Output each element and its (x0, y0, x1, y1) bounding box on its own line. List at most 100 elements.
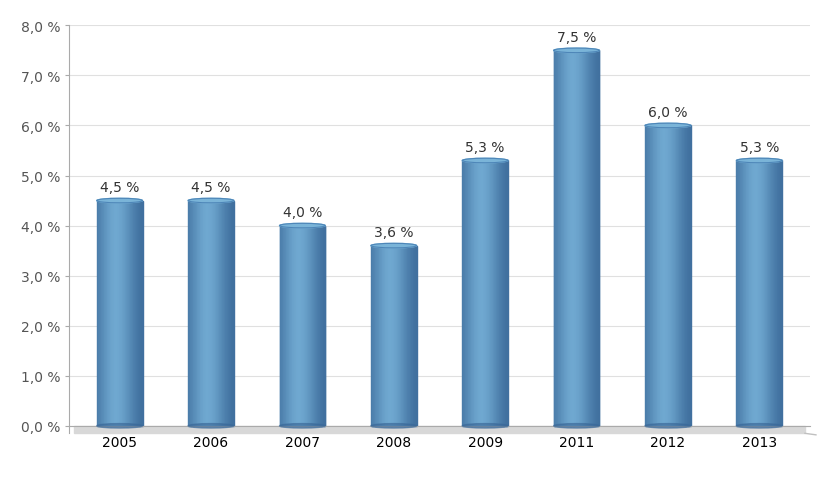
Bar (283, 226, 284, 426)
Bar (757, 161, 758, 426)
Text: 4,5 %: 4,5 % (100, 181, 140, 195)
Text: 7,5 %: 7,5 % (557, 31, 596, 45)
Bar (679, 126, 680, 426)
Bar (759, 161, 760, 426)
Bar (586, 51, 587, 426)
Bar (553, 51, 554, 426)
Bar (573, 51, 574, 426)
Bar (132, 201, 133, 426)
Ellipse shape (371, 244, 416, 248)
Bar (770, 161, 771, 426)
Bar (192, 201, 193, 426)
Bar (293, 226, 294, 426)
Bar (287, 226, 288, 426)
Bar (297, 226, 298, 426)
Bar (224, 201, 225, 426)
Bar (388, 246, 389, 426)
Bar (207, 201, 208, 426)
Bar (466, 161, 467, 426)
Bar (137, 201, 138, 426)
Bar (559, 51, 560, 426)
Bar (323, 226, 324, 426)
Ellipse shape (737, 159, 782, 163)
Bar (497, 161, 498, 426)
Bar (578, 51, 579, 426)
Bar (689, 126, 690, 426)
Bar (378, 246, 379, 426)
Bar (212, 201, 213, 426)
Bar (316, 226, 317, 426)
Text: 5,3 %: 5,3 % (466, 141, 505, 155)
Bar (199, 201, 200, 426)
Bar (566, 51, 567, 426)
Ellipse shape (553, 49, 599, 53)
Bar (209, 201, 210, 426)
Bar (778, 161, 779, 426)
Bar (740, 161, 741, 426)
Bar (99, 201, 100, 426)
Bar (581, 51, 582, 426)
Bar (318, 226, 319, 426)
Bar (122, 201, 123, 426)
Bar (739, 161, 740, 426)
Bar (593, 51, 594, 426)
Bar (98, 201, 99, 426)
Bar (673, 126, 674, 426)
Bar (690, 126, 691, 426)
Bar (386, 246, 387, 426)
Bar (661, 126, 662, 426)
Bar (376, 246, 377, 426)
Bar (669, 126, 670, 426)
Bar (651, 126, 652, 426)
Bar (232, 201, 233, 426)
Bar (227, 201, 228, 426)
Bar (382, 246, 383, 426)
Bar (129, 201, 130, 426)
Bar (206, 201, 207, 426)
Bar (590, 51, 591, 426)
Bar (198, 201, 199, 426)
Text: 4,0 %: 4,0 % (283, 206, 322, 220)
Text: 6,0 %: 6,0 % (648, 106, 688, 120)
Bar (392, 246, 393, 426)
Bar (495, 161, 496, 426)
Ellipse shape (737, 424, 782, 428)
Bar (107, 201, 108, 426)
Bar (381, 246, 382, 426)
Bar (313, 226, 314, 426)
Bar (414, 246, 415, 426)
Bar (741, 161, 742, 426)
Bar (681, 126, 682, 426)
Bar (387, 246, 388, 426)
Bar (483, 161, 484, 426)
Bar (597, 51, 598, 426)
Bar (381, 246, 382, 426)
Bar (779, 161, 780, 426)
Bar (465, 161, 466, 426)
Bar (371, 246, 372, 426)
Bar (748, 161, 749, 426)
Bar (214, 201, 215, 426)
Bar (688, 126, 689, 426)
Bar (135, 201, 136, 426)
Bar (743, 161, 744, 426)
Bar (406, 246, 407, 426)
Bar (487, 161, 488, 426)
Bar (760, 161, 761, 426)
Bar (385, 246, 386, 426)
Bar (311, 226, 312, 426)
Bar (665, 126, 666, 426)
Bar (189, 201, 190, 426)
Bar (583, 51, 584, 426)
Bar (394, 246, 395, 426)
Bar (403, 246, 404, 426)
Bar (492, 161, 493, 426)
Bar (585, 51, 586, 426)
Bar (229, 201, 230, 426)
Bar (473, 161, 474, 426)
Bar (373, 246, 374, 426)
Bar (505, 161, 506, 426)
Bar (484, 161, 485, 426)
Bar (756, 161, 757, 426)
Bar (746, 161, 747, 426)
